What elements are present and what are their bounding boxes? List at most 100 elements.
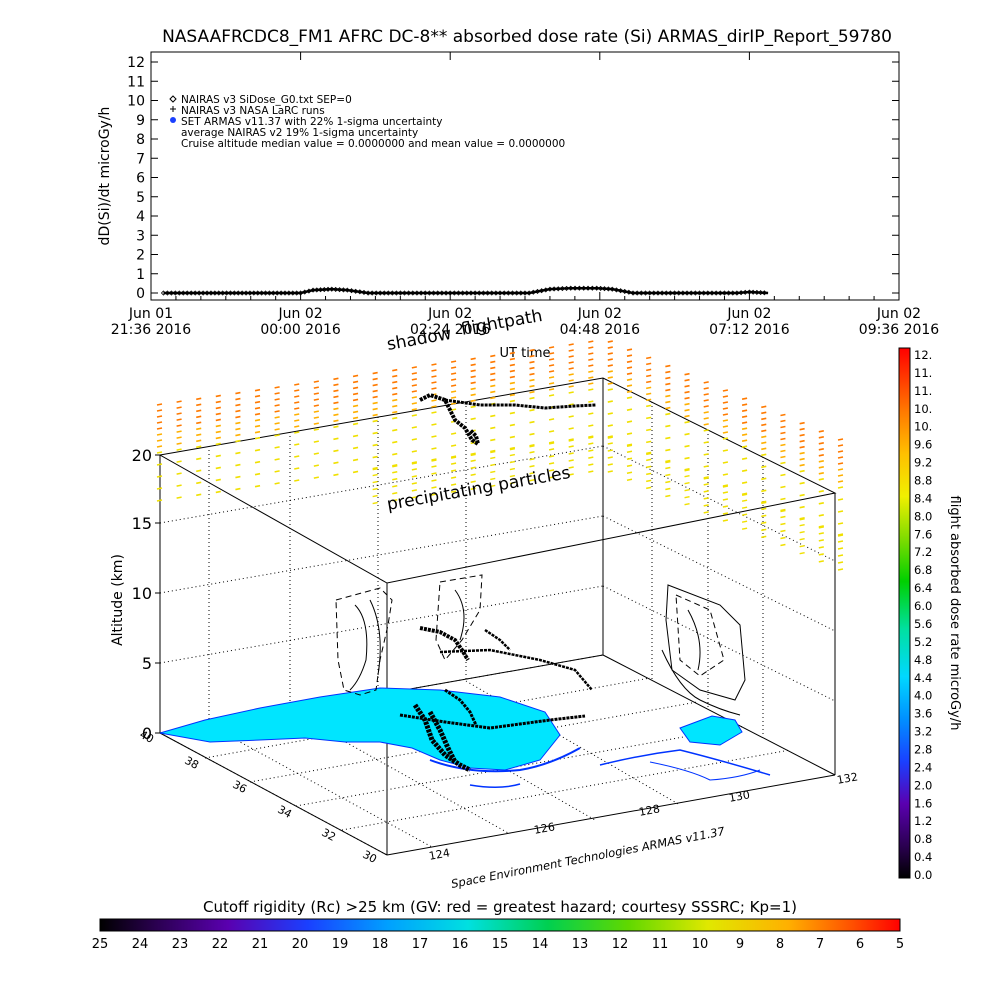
- armas-series-point: [239, 290, 245, 296]
- dose-rate-dash: [490, 354, 496, 358]
- armas-series-point: [247, 290, 253, 296]
- dose-rate-dash: [352, 410, 359, 414]
- dose-rate-dash: [333, 449, 339, 453]
- dose-colorbar-tick-label: 10.: [914, 402, 932, 416]
- armas-series-point: [754, 289, 760, 295]
- dose-rate-dash: [470, 453, 476, 457]
- dose-rate-dash: [490, 456, 496, 460]
- dose-rate-dash: [626, 478, 633, 481]
- armas-series-point: [622, 288, 628, 295]
- dose-rate-dash: [176, 406, 182, 409]
- dose-rate-dash: [372, 407, 378, 411]
- dose-rate-dash: [274, 392, 280, 395]
- dose-rate-dash: [665, 364, 671, 368]
- x-axis-label: UT time: [500, 346, 551, 361]
- flightpath-ground-trace: [399, 688, 586, 773]
- dose-rate-dash: [780, 461, 786, 465]
- flightpath-segment: [399, 713, 586, 730]
- dose-colorbar-tick-label: 4.4: [914, 671, 932, 685]
- dose-rate-dash: [156, 475, 163, 478]
- dose-rate-dash: [392, 386, 398, 390]
- cutoff-rigidity-colorbar: Cutoff rigidity (Rc) >25 km (GV: red = g…: [92, 898, 904, 952]
- dose-rate-dash: [352, 398, 359, 402]
- dose-rate-dash: [313, 476, 319, 479]
- dose-rate-dash: [431, 479, 437, 482]
- cutoff-rigidity-title: Cutoff rigidity (Rc) >25 km (GV: red = g…: [203, 898, 797, 916]
- dose-rate-dash: [684, 414, 690, 418]
- dose-rate-dash: [837, 540, 844, 543]
- dose-rate-dash: [703, 490, 709, 493]
- cutoff-rigidity-tick-label: 15: [492, 937, 509, 952]
- dose-rate-dash: [176, 472, 182, 475]
- dose-rate-dash: [392, 416, 398, 420]
- dose-rate-dash: [509, 375, 516, 379]
- dose-rate-dash: [254, 406, 261, 410]
- dose-rate-dash: [684, 488, 690, 492]
- dose-rate-dash: [372, 480, 378, 484]
- dose-rate-dash: [665, 480, 671, 484]
- dose-rate-dash: [411, 438, 418, 441]
- armas-series-point: [274, 290, 280, 296]
- dose-rate-dash: [665, 388, 671, 392]
- dose-rate-dash: [450, 360, 457, 363]
- dose-rate-dash: [392, 484, 398, 488]
- dose-rate-dash: [588, 376, 594, 379]
- dose-rate-dash: [372, 377, 378, 381]
- dose-rate-dash: [313, 440, 319, 443]
- dose-rate-dash: [548, 462, 555, 465]
- dose-rate-dash: [548, 448, 555, 451]
- dose-rate-dash: [235, 391, 241, 395]
- dose-rate-dash: [274, 398, 280, 401]
- dose-colorbar-tick-label: 7.2: [914, 545, 932, 559]
- dose-rate-dash: [274, 470, 280, 473]
- dose-rate-dash: [568, 391, 574, 394]
- armas-series-point: [333, 286, 339, 292]
- dose-rate-dash: [741, 397, 748, 400]
- dose-rate-dash: [741, 469, 748, 472]
- dose-rate-dash: [156, 463, 163, 466]
- dose-rate-dash: [780, 515, 786, 519]
- armas-series-point: [655, 290, 661, 296]
- dose-rate-dash: [196, 439, 202, 443]
- dose-rate-dash: [313, 404, 319, 407]
- armas-series-point: [626, 289, 632, 295]
- cutoff-rigidity-tick-label: 10: [692, 937, 709, 952]
- dose-colorbar-tick-label: 5.2: [914, 635, 932, 649]
- dose-rate-dash: [372, 371, 378, 375]
- dose-colorbar-tick-label: 3.6: [914, 707, 932, 721]
- armas-series-point: [418, 290, 424, 296]
- armas-series-point: [397, 290, 404, 296]
- flightpath-segment: [444, 398, 597, 410]
- dose-rate-dash: [568, 373, 574, 376]
- altitude-tick-label: 20: [132, 446, 152, 465]
- armas-series-point: [266, 290, 272, 296]
- armas-series-point: [598, 285, 604, 291]
- dose-rate-dash: [470, 363, 476, 367]
- dose-rate-dash: [274, 428, 280, 431]
- dose-rate-dash: [352, 434, 359, 438]
- armas-series-point: [401, 290, 408, 296]
- dose-rate-dash: [761, 465, 767, 469]
- armas-series-point: [414, 290, 420, 296]
- dose-rate-dash: [626, 464, 633, 467]
- dose-rate-dash: [818, 539, 824, 542]
- longitude-axis: 124 126 128 130 132: [428, 770, 859, 862]
- dose-rate-dash: [741, 493, 748, 496]
- dose-rate-dash: [333, 413, 339, 417]
- dose-rate-dash: [799, 469, 805, 473]
- dose-colorbar-tick-label: 10.: [914, 420, 932, 434]
- armas-series-point: [589, 285, 595, 291]
- dose-rate-dash: [411, 408, 418, 411]
- dose-colorbar-tick-label: 7.6: [914, 527, 932, 541]
- dose-rate-dash: [156, 487, 163, 490]
- dose-rate-dash: [274, 458, 280, 461]
- dose-rate-dash: [799, 517, 805, 521]
- dose-rate-dash: [607, 412, 613, 415]
- dose-rate-dash: [722, 519, 729, 522]
- armas-series-point: [618, 288, 624, 294]
- dose-rate-dash: [626, 360, 633, 363]
- dose-rate-dash: [490, 360, 496, 364]
- dose-rate-dash: [392, 470, 398, 474]
- dose-rate-dash: [684, 474, 690, 478]
